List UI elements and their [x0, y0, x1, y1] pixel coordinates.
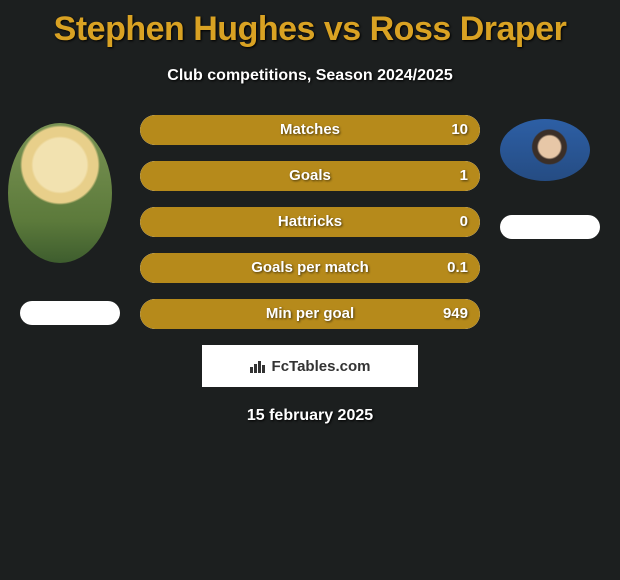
stat-label: Goals per match [251, 253, 369, 283]
stat-bar: Hattricks 0 [140, 207, 480, 237]
player-left-avatar [8, 123, 112, 263]
stat-value: 10 [451, 115, 468, 145]
stat-value: 949 [443, 299, 468, 329]
date-text: 15 february 2025 [0, 407, 620, 425]
stat-bar: Goals 1 [140, 161, 480, 191]
fctables-logo: FcTables.com [202, 345, 418, 387]
stat-bar: Min per goal 949 [140, 299, 480, 329]
bar-chart-icon [250, 359, 268, 373]
stat-label: Hattricks [278, 207, 342, 237]
page-title: Stephen Hughes vs Ross Draper [0, 0, 620, 49]
stat-bar: Matches 10 [140, 115, 480, 145]
comparison-body: Matches 10 Goals 1 Hattricks 0 Goals per… [0, 115, 620, 425]
logo-text: FcTables.com [272, 358, 371, 375]
player-right-badge [500, 215, 600, 239]
stat-value: 0.1 [447, 253, 468, 283]
stat-bars: Matches 10 Goals 1 Hattricks 0 Goals per… [140, 115, 480, 329]
stat-label: Matches [280, 115, 340, 145]
stat-bar: Goals per match 0.1 [140, 253, 480, 283]
stat-label: Goals [289, 161, 331, 191]
player-left-badge [20, 301, 120, 325]
stat-value: 0 [460, 207, 468, 237]
subtitle: Club competitions, Season 2024/2025 [0, 67, 620, 85]
stat-label: Min per goal [266, 299, 354, 329]
player-right-avatar [500, 119, 590, 181]
stat-value: 1 [460, 161, 468, 191]
